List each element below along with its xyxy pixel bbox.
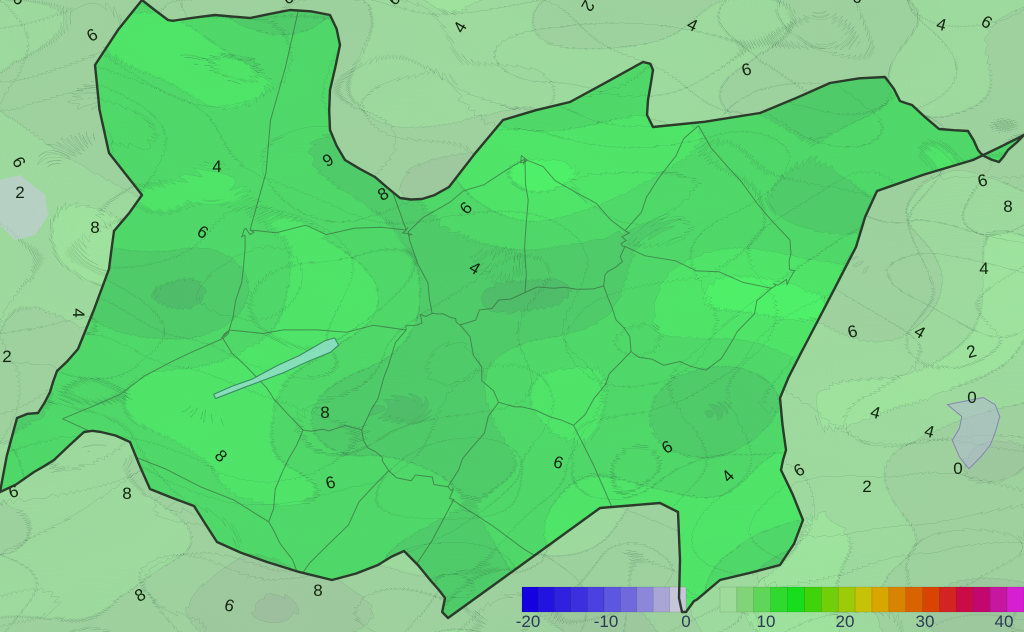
svg-text:8: 8 [90,218,99,237]
svg-text:8: 8 [320,403,329,422]
svg-text:-10: -10 [594,612,619,631]
svg-text:30: 30 [916,612,935,631]
svg-text:4: 4 [69,308,88,317]
svg-text:4: 4 [979,259,988,278]
svg-text:2: 2 [2,347,11,366]
svg-text:0: 0 [681,612,690,631]
svg-text:6: 6 [852,0,861,7]
svg-text:8: 8 [122,484,131,503]
svg-text:0: 0 [953,459,962,478]
svg-text:8: 8 [1003,197,1012,216]
svg-text:10: 10 [757,612,776,631]
svg-text:-20: -20 [516,612,541,631]
svg-text:4: 4 [212,157,221,176]
svg-text:40: 40 [995,612,1014,631]
svg-text:2: 2 [15,183,24,202]
svg-text:2: 2 [862,477,871,496]
svg-text:0: 0 [967,388,976,407]
svg-text:20: 20 [836,612,855,631]
svg-text:8: 8 [313,581,322,600]
